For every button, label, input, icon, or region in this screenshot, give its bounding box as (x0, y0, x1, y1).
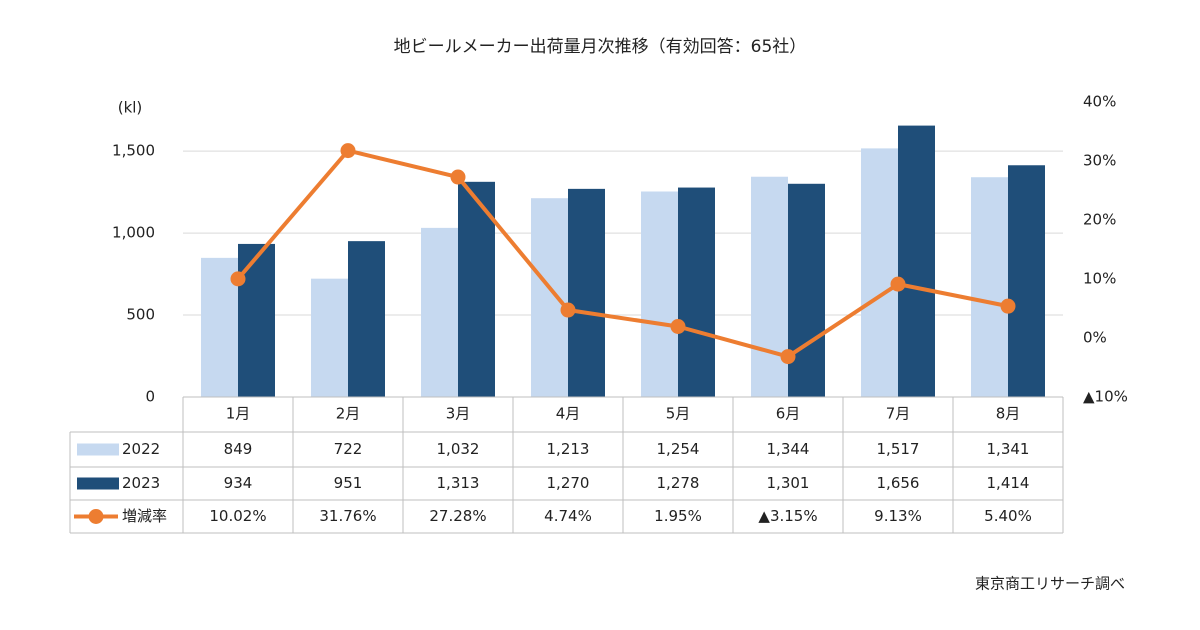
table-value: 1,213 (547, 440, 590, 458)
table-value: 9.13% (874, 507, 922, 525)
x-tick-label: 7月 (886, 405, 911, 423)
bar (898, 125, 935, 397)
line-marker (230, 271, 246, 287)
y2-tick-label: 10% (1083, 270, 1116, 288)
table-value: 1,301 (767, 474, 810, 492)
y2-tick-label: ▲10% (1083, 388, 1128, 406)
table-value: 1,656 (877, 474, 920, 492)
bar (311, 278, 348, 397)
table-value: 934 (224, 474, 253, 492)
x-tick-label: 4月 (556, 405, 581, 423)
legend-swatch (77, 443, 119, 456)
bar (238, 243, 275, 397)
table-value: 31.76% (319, 507, 376, 525)
y-tick-label: 1,500 (112, 142, 155, 160)
bar (348, 241, 385, 397)
bar (1008, 165, 1045, 397)
legend-label: 2022 (122, 440, 160, 458)
line-marker (450, 169, 466, 185)
legend-label: 2023 (122, 474, 160, 492)
bar (971, 177, 1008, 397)
table-value: 10.02% (209, 507, 266, 525)
line-marker (560, 302, 576, 318)
table-value: 1,270 (547, 474, 590, 492)
table-value: 1,517 (877, 440, 920, 458)
bar (421, 227, 458, 397)
table-value: 4.74% (544, 507, 592, 525)
bar (531, 198, 568, 397)
legend-swatch (77, 477, 119, 490)
table-value: 1,344 (767, 440, 810, 458)
table-value: 849 (224, 440, 253, 458)
table-value: 1,414 (987, 474, 1030, 492)
line-marker (890, 276, 906, 292)
table-value: 5.40% (984, 507, 1032, 525)
y2-tick-label: 40% (1083, 93, 1116, 111)
table-value: 951 (334, 474, 363, 492)
source: 東京商工リサーチ調べ (975, 575, 1125, 593)
table-value: 1,278 (657, 474, 700, 492)
bar (751, 176, 788, 397)
table-value: ▲3.15% (758, 507, 817, 525)
legend-label: 増減率 (122, 507, 167, 525)
legend-swatch (88, 509, 104, 524)
x-tick-label: 1月 (226, 405, 251, 423)
table-value: 1,254 (657, 440, 700, 458)
table-value: 1,313 (437, 474, 480, 492)
table-value: 1,032 (437, 440, 480, 458)
x-tick-label: 8月 (996, 405, 1021, 423)
y2-tick-label: 30% (1083, 152, 1116, 170)
line-marker (670, 318, 686, 334)
line-marker (780, 349, 796, 365)
chart-title: 地ビールメーカー出荷量月次推移（有効回答：65社） (394, 37, 807, 57)
line-marker (1000, 298, 1016, 314)
bar (678, 187, 715, 397)
table-value: 1.95% (654, 507, 702, 525)
y-tick-label: 1,000 (112, 224, 155, 242)
x-tick-label: 6月 (776, 405, 801, 423)
y2-tick-label: 0% (1083, 329, 1107, 347)
y-tick-label: 500 (126, 306, 155, 324)
bar (458, 181, 495, 397)
y-tick-label: 0 (145, 388, 155, 406)
bar (861, 148, 898, 397)
y-axis-label: (kl) (118, 99, 143, 117)
y2-tick-label: 20% (1083, 211, 1116, 229)
line-marker (340, 143, 356, 159)
x-tick-label: 2月 (336, 405, 361, 423)
line (236, 148, 1009, 359)
table-value: 722 (334, 440, 363, 458)
bar (641, 191, 678, 397)
bar (568, 188, 605, 397)
x-tick-label: 5月 (666, 405, 691, 423)
bar (788, 183, 825, 397)
x-tick-label: 3月 (446, 405, 471, 423)
table-value: 1,341 (987, 440, 1030, 458)
table-value: 27.28% (429, 507, 486, 525)
